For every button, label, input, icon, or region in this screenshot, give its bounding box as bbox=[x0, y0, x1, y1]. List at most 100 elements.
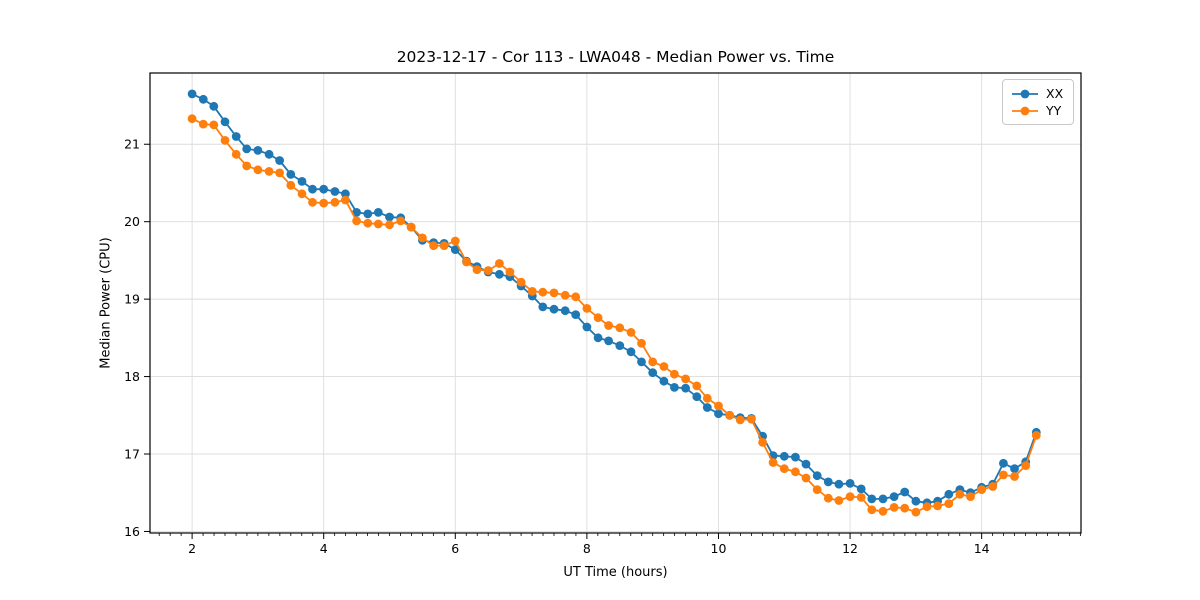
data-point-yy bbox=[615, 323, 625, 333]
data-point-yy bbox=[209, 120, 219, 130]
data-point-xx bbox=[812, 471, 822, 481]
chart-title: 2023-12-17 - Cor 113 - LWA048 - Median P… bbox=[396, 48, 835, 66]
data-point-yy bbox=[308, 197, 317, 207]
data-point-yy bbox=[648, 357, 658, 367]
data-point-yy bbox=[801, 473, 811, 483]
data-point-yy bbox=[560, 290, 570, 300]
data-point-yy bbox=[911, 507, 921, 517]
data-point-yy bbox=[527, 287, 537, 296]
legend-marker-yy-icon bbox=[1012, 106, 1038, 115]
data-point-xx bbox=[999, 458, 1008, 468]
x-tick-label: 8 bbox=[583, 541, 591, 556]
data-point-yy bbox=[363, 218, 373, 228]
y-axis-label: Median Power (CPU) bbox=[98, 237, 114, 369]
data-point-yy bbox=[352, 216, 361, 226]
data-point-xx bbox=[198, 94, 208, 104]
data-point-yy bbox=[867, 505, 877, 515]
data-point-xx bbox=[659, 376, 669, 386]
data-point-xx bbox=[648, 368, 658, 378]
y-tick-label: 16 bbox=[124, 524, 140, 539]
data-point-yy bbox=[681, 374, 690, 384]
data-point-yy bbox=[330, 197, 340, 207]
data-point-yy bbox=[450, 236, 460, 246]
data-point-xx bbox=[714, 409, 723, 419]
data-point-yy bbox=[231, 149, 241, 159]
data-point-xx bbox=[626, 347, 636, 357]
data-point-xx bbox=[275, 156, 284, 165]
data-point-xx bbox=[286, 170, 296, 179]
y-tick-label: 18 bbox=[124, 369, 140, 384]
data-point-xx bbox=[538, 302, 548, 312]
data-point-xx bbox=[450, 245, 460, 255]
data-point-xx bbox=[911, 496, 921, 506]
data-point-yy bbox=[1021, 461, 1031, 470]
data-point-xx bbox=[900, 487, 910, 497]
x-tick-label: 14 bbox=[974, 541, 990, 556]
data-point-yy bbox=[659, 362, 669, 371]
data-point-yy bbox=[505, 267, 515, 277]
data-point-yy bbox=[988, 482, 998, 491]
data-point-xx bbox=[308, 184, 317, 194]
data-point-xx bbox=[571, 310, 581, 319]
data-point-xx bbox=[637, 357, 646, 367]
data-point-yy bbox=[878, 506, 888, 516]
data-point-yy bbox=[834, 496, 844, 505]
data-point-yy bbox=[571, 292, 581, 302]
data-point-yy bbox=[856, 493, 866, 502]
data-point-yy bbox=[812, 485, 822, 494]
data-point-yy bbox=[538, 287, 548, 297]
legend-label-yy: YY bbox=[1046, 103, 1062, 118]
data-point-yy bbox=[670, 369, 679, 379]
data-point-xx bbox=[549, 304, 559, 314]
data-point-yy bbox=[823, 493, 833, 503]
data-point-yy bbox=[604, 321, 613, 330]
data-point-xx bbox=[823, 477, 833, 487]
data-point-xx bbox=[253, 146, 263, 155]
data-point-yy bbox=[472, 265, 482, 275]
data-point-yy bbox=[242, 161, 252, 171]
data-point-xx bbox=[330, 187, 340, 196]
data-point-yy bbox=[768, 458, 778, 467]
data-point-yy bbox=[637, 338, 646, 348]
data-point-yy bbox=[373, 219, 383, 229]
legend-marker-xx-icon bbox=[1012, 89, 1038, 98]
x-tick-label: 2 bbox=[188, 541, 196, 556]
y-tick-label: 19 bbox=[124, 292, 140, 307]
x-axis-label: UT Time (hours) bbox=[563, 565, 668, 580]
data-point-yy bbox=[955, 489, 965, 499]
x-tick-label: 4 bbox=[320, 541, 328, 556]
y-tick-label: 17 bbox=[124, 447, 140, 462]
data-point-yy bbox=[593, 313, 603, 323]
data-point-xx bbox=[801, 459, 811, 469]
data-point-yy bbox=[319, 198, 329, 208]
data-point-yy bbox=[198, 119, 208, 129]
data-point-xx bbox=[495, 269, 504, 279]
series-line-xx bbox=[191, 93, 1038, 504]
y-tick-label: 20 bbox=[124, 214, 140, 229]
data-point-xx bbox=[1010, 464, 1019, 474]
data-point-xx bbox=[220, 117, 230, 127]
data-point-yy bbox=[758, 438, 767, 447]
data-point-yy bbox=[220, 136, 230, 145]
data-point-yy bbox=[725, 410, 735, 420]
data-point-yy bbox=[483, 266, 493, 275]
data-point-yy bbox=[626, 328, 636, 337]
data-point-yy bbox=[791, 467, 800, 477]
data-point-xx bbox=[845, 479, 855, 488]
data-point-xx bbox=[385, 212, 394, 222]
data-point-yy bbox=[187, 114, 197, 124]
data-point-xx bbox=[187, 89, 197, 99]
data-point-xx bbox=[856, 484, 866, 494]
data-point-xx bbox=[834, 479, 844, 489]
y-tick-label: 21 bbox=[124, 137, 140, 152]
data-point-yy bbox=[692, 381, 702, 391]
series-line-yy bbox=[191, 117, 1038, 513]
data-point-xx bbox=[593, 333, 603, 343]
legend: XX YY bbox=[1002, 79, 1074, 125]
data-point-yy bbox=[702, 393, 712, 403]
data-point-yy bbox=[845, 492, 855, 501]
data-point-xx bbox=[560, 306, 570, 316]
data-point-yy bbox=[889, 503, 899, 512]
data-point-yy bbox=[297, 189, 307, 199]
data-point-xx bbox=[242, 144, 252, 154]
